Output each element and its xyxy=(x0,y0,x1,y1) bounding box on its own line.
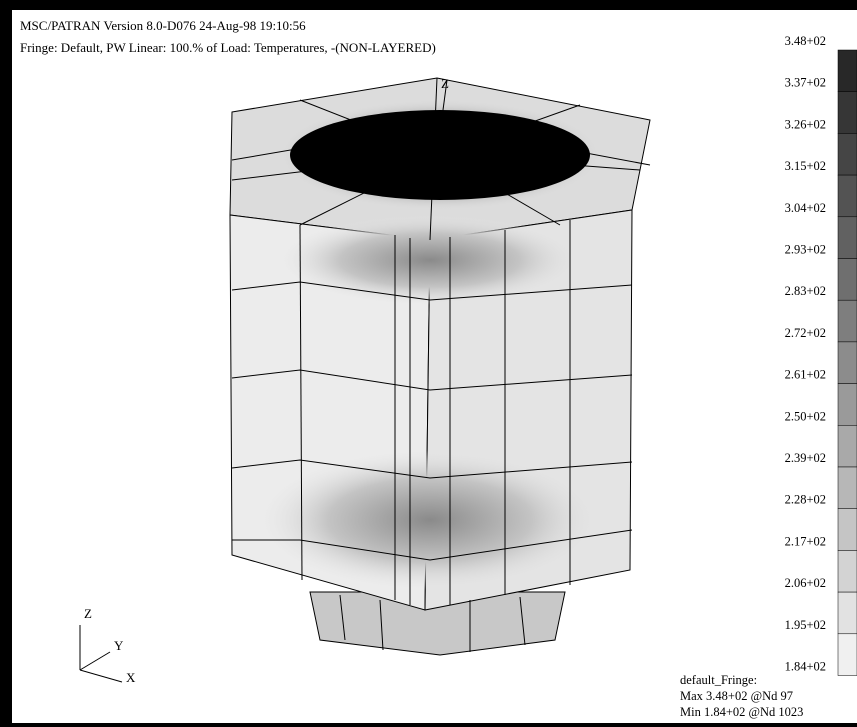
legend-label: 1.95+02 xyxy=(785,618,826,632)
triad: Z Y X xyxy=(79,606,136,685)
legend-label: 2.39+02 xyxy=(785,451,826,465)
legend-band xyxy=(837,91,857,134)
model-axis-z-label: Z xyxy=(441,76,449,91)
legend-label: 2.28+02 xyxy=(785,493,826,507)
legend-band xyxy=(837,216,857,259)
legend-label: 2.72+02 xyxy=(785,326,826,340)
model-axis-z xyxy=(436,79,448,156)
legend-label: 2.83+02 xyxy=(785,284,826,298)
legend-band xyxy=(837,425,857,468)
summary-max: Max 3.48+02 @Nd 97 xyxy=(680,689,793,703)
header-version: MSC/PATRAN Version 8.0-D076 24-Aug-98 19… xyxy=(20,18,306,33)
triad-z: Z xyxy=(84,606,92,621)
legend-label: 2.93+02 xyxy=(785,243,826,257)
warm-band xyxy=(260,450,600,590)
legend-label: 1.84+02 xyxy=(785,660,826,674)
legend: 3.48+02 3.37+02 3.26+02 3.15+02 3.04+02 2.93+… xyxy=(785,34,857,676)
legend-label: 2.06+02 xyxy=(785,576,826,590)
legend-band xyxy=(837,341,857,384)
legend-label: 3.48+02 xyxy=(785,34,826,48)
triad-y: Y xyxy=(114,638,124,653)
legend-band xyxy=(837,550,857,593)
base xyxy=(309,591,566,656)
header-fringe: Fringe: Default, PW Linear: 100.% of Loa… xyxy=(20,40,436,55)
legend-band xyxy=(837,508,857,551)
legend-band xyxy=(837,133,857,176)
legend-band xyxy=(837,591,857,635)
legend-label: 3.26+02 xyxy=(785,117,826,131)
legend-band xyxy=(837,299,857,343)
legend-label: 3.37+02 xyxy=(785,76,826,90)
model: Z Y X 3.48+02 xyxy=(229,76,651,656)
triad-y-axis xyxy=(79,651,111,671)
legend-label: 2.17+02 xyxy=(785,534,826,548)
summary-name: default_Fringe: xyxy=(680,673,757,687)
legend-label: 3.15+02 xyxy=(785,159,826,173)
triad-x: X xyxy=(126,670,136,685)
model-axis-y-label: Y xyxy=(482,119,492,134)
legend-label: 3.04+02 xyxy=(785,201,826,215)
model-axis-y xyxy=(436,129,486,156)
legend-band xyxy=(837,633,857,676)
model-axis-x xyxy=(436,154,511,166)
legend-label: 2.61+02 xyxy=(785,368,826,382)
triad-x-axis xyxy=(79,669,123,683)
legend-band xyxy=(837,383,857,426)
summary-min: Min 1.84+02 @Nd 1023 xyxy=(680,705,803,719)
legend-label: 2.50+02 xyxy=(785,409,826,423)
legend-band xyxy=(837,49,857,92)
legend-band xyxy=(837,466,857,509)
model-axis-x-label: X xyxy=(505,158,515,173)
legend-band xyxy=(837,174,857,218)
node-label: 3.48+02 xyxy=(420,144,453,155)
legend-band xyxy=(837,258,857,301)
